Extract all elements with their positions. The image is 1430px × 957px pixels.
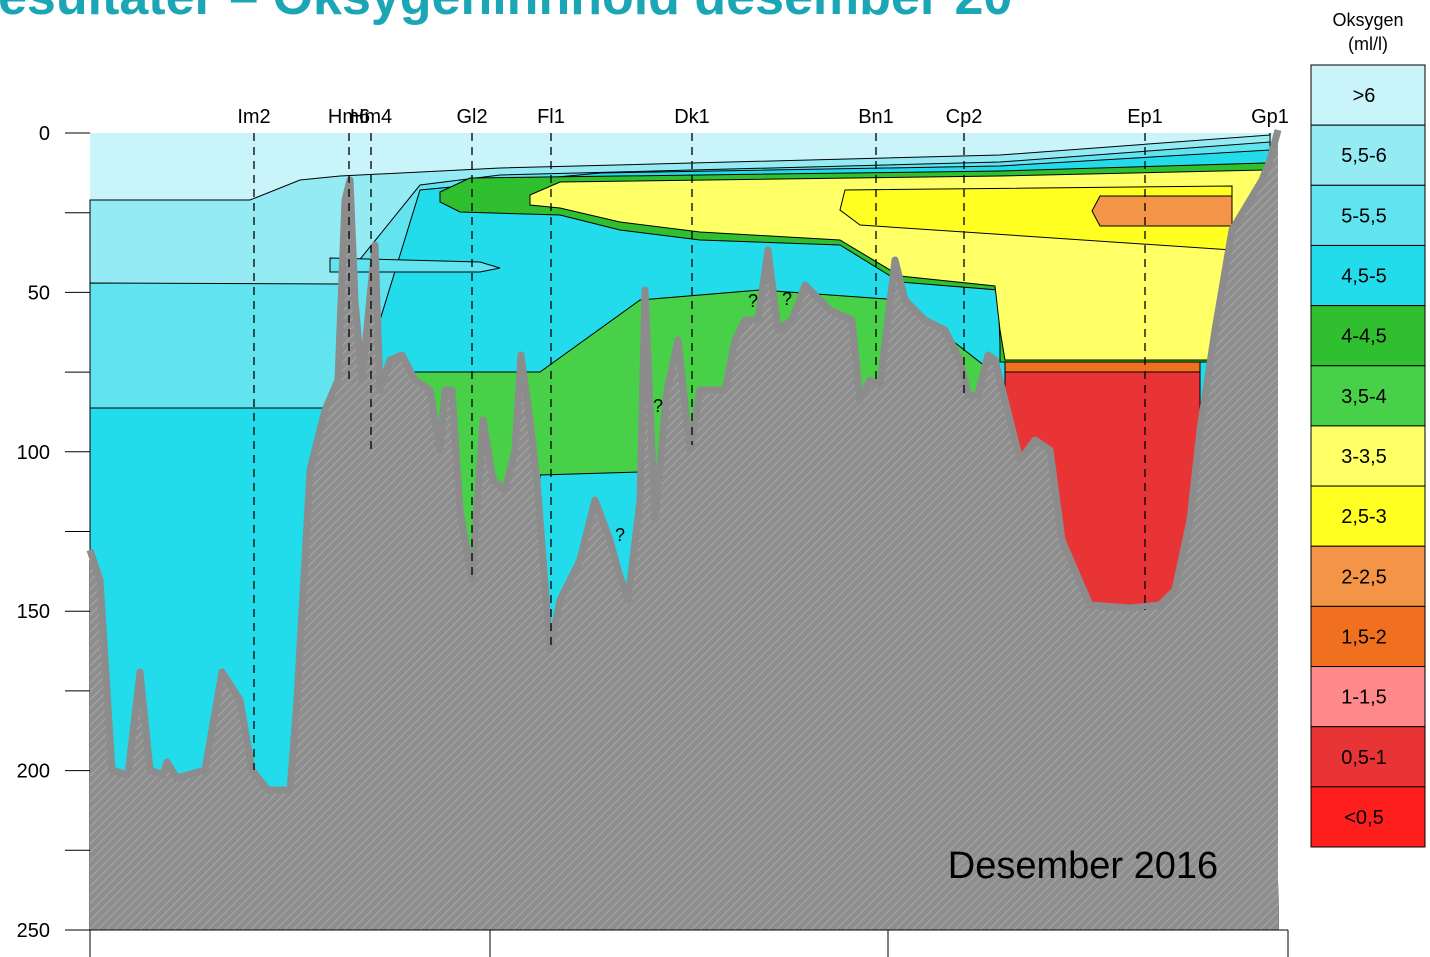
station-label: Cp2 (946, 106, 983, 128)
y-tick-label: 200 (17, 761, 50, 783)
legend-swatch (1310, 244, 1426, 307)
legend-item: <0,5 (1310, 786, 1426, 848)
y-tick-label: 250 (17, 920, 50, 942)
legend-item: 4-4,5 (1310, 305, 1426, 367)
station-label: Gl2 (456, 106, 487, 128)
legend-label: 3-3,5 (1341, 446, 1387, 468)
seabed (90, 130, 1278, 930)
legend-swatch (1310, 184, 1426, 246)
layer (1091, 195, 1233, 227)
legend-item: 4,5-5 (1310, 244, 1426, 307)
station-label: Im2 (237, 106, 270, 128)
uncertain-marker: ? (615, 525, 625, 545)
legend-label: 4,5-5 (1341, 266, 1387, 288)
y-tick-label: 0 (39, 123, 50, 145)
station-label: Fl1 (537, 106, 565, 128)
legend-swatch (1310, 786, 1426, 848)
seabed-outline (86, 129, 1282, 794)
y-tick-label: 150 (17, 601, 50, 623)
page-title: esultater – Oksygeninnhold desember 20 (0, 0, 1012, 26)
legend-item: 2,5-3 (1310, 485, 1426, 547)
legend-swatch (1310, 425, 1426, 487)
uncertain-marker: ? (782, 289, 792, 309)
y-tick-label: 100 (17, 442, 50, 464)
legend-label: 0,5-1 (1341, 747, 1387, 769)
legend-label: <0,5 (1344, 807, 1383, 829)
legend-item: 5,5-6 (1310, 124, 1426, 186)
legend-item: 1-1,5 (1310, 666, 1426, 728)
legend-item: 2-2,5 (1310, 545, 1426, 607)
station-label: Bn1 (858, 106, 894, 128)
legend-swatch (1310, 666, 1426, 728)
legend-label: >6 (1353, 85, 1376, 107)
station-label: Dk1 (674, 106, 710, 128)
legend-item: 3,5-4 (1310, 365, 1426, 427)
legend-item: >6 (1310, 64, 1426, 126)
legend-title: Oksygen (1332, 10, 1403, 30)
layer (1004, 361, 1201, 373)
annotation: Desember 2016 (948, 845, 1218, 887)
y-tick-label: 50 (28, 282, 50, 304)
legend-swatch (1310, 64, 1426, 126)
legend-swatch (1310, 726, 1426, 788)
legend-label: 1-1,5 (1341, 687, 1387, 709)
legend-item: 5-5,5 (1310, 184, 1426, 246)
legend-label: 3,5-4 (1341, 386, 1387, 408)
station-label: Gp1 (1251, 106, 1289, 128)
legend-label: 2-2,5 (1341, 566, 1387, 588)
legend-swatch (1310, 485, 1426, 547)
station-label: Hm6 (328, 106, 370, 128)
legend-label: 2,5-3 (1341, 506, 1387, 528)
station-label: Ep1 (1127, 106, 1163, 128)
uncertain-marker: ? (748, 291, 758, 311)
station-label: Hm4 (350, 106, 392, 128)
legend-label: 4-4,5 (1341, 326, 1387, 348)
legend-swatch (1310, 124, 1426, 186)
uncertain-marker: ? (653, 396, 663, 416)
legend-label: 5,5-6 (1341, 145, 1387, 167)
legend-item: 3-3,5 (1310, 425, 1426, 487)
legend-label: 5-5,5 (1341, 205, 1387, 227)
legend-item: 1,5-2 (1310, 605, 1426, 668)
legend-item: 0,5-1 (1310, 726, 1426, 788)
legend-label: 1,5-2 (1341, 626, 1387, 648)
legend-title: (ml/l) (1348, 34, 1388, 54)
